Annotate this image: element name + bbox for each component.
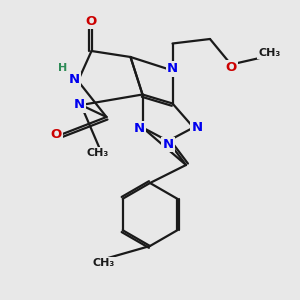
Text: N: N [133, 122, 145, 136]
Text: O: O [225, 61, 237, 74]
Text: H: H [58, 63, 67, 74]
Text: N: N [74, 98, 85, 112]
Text: O: O [86, 15, 97, 28]
Text: N: N [69, 73, 80, 86]
Text: CH₃: CH₃ [258, 48, 281, 59]
Text: CH₃: CH₃ [86, 148, 109, 158]
Text: CH₃: CH₃ [92, 257, 115, 268]
Text: N: N [162, 138, 174, 151]
Text: O: O [51, 128, 62, 142]
Text: N: N [167, 62, 178, 76]
Text: N: N [191, 121, 203, 134]
